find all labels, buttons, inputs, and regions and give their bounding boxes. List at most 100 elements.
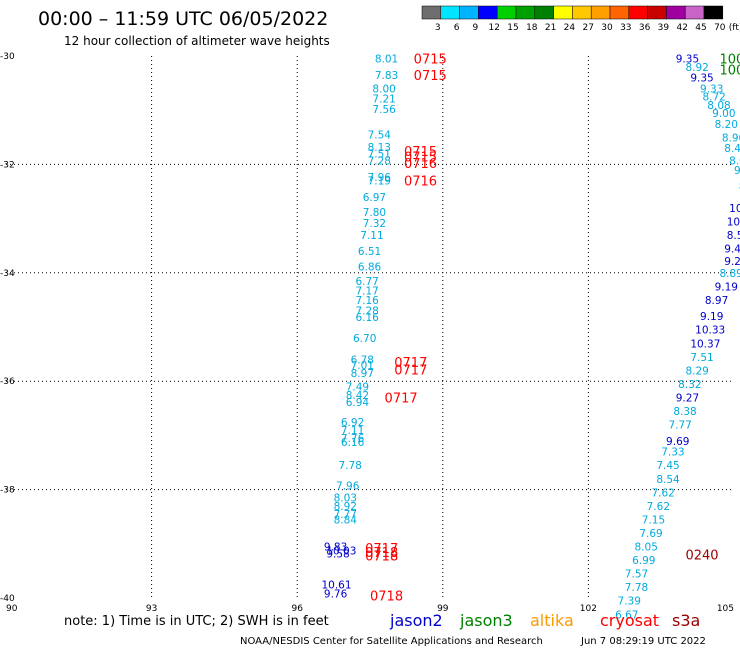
colorbar-label-15: 70 bbox=[714, 23, 726, 33]
swh-value-22: 6.70 bbox=[353, 333, 376, 345]
time-label-4: 0716 bbox=[404, 157, 437, 172]
footer-note: note: 1) Time is in UTC; 2) SWH is in fe… bbox=[64, 614, 329, 629]
time-label-8: 0717 bbox=[385, 391, 418, 406]
swh-value-85: 7.78 bbox=[625, 582, 648, 594]
colorbar-swatch-10 bbox=[609, 5, 630, 20]
colorbar-label-0: 3 bbox=[435, 23, 441, 33]
swh-value-11: 6.97 bbox=[363, 192, 386, 204]
colorbar-label-10: 33 bbox=[620, 23, 631, 33]
swh-value-8: 7.28 bbox=[368, 156, 391, 168]
swh-value-75: 7.33 bbox=[661, 447, 684, 459]
swh-value-18: 7.17 bbox=[355, 286, 378, 298]
swh-value-58: 10.37 bbox=[727, 216, 740, 228]
x-tick-label-2: 96 bbox=[291, 604, 303, 614]
colorbar-label-7: 24 bbox=[564, 23, 576, 33]
time-label-7: 0717 bbox=[394, 363, 427, 378]
swh-value-46: 9.35 bbox=[690, 73, 713, 85]
swh-value-35: 8.03 bbox=[334, 493, 357, 505]
colorbar-swatch-7 bbox=[553, 5, 573, 20]
swh-value-14: 7.11 bbox=[360, 230, 383, 242]
colorbar-swatch-8 bbox=[572, 5, 592, 20]
time-label-12: 0718 bbox=[370, 589, 403, 604]
colorbar-swatch-12 bbox=[647, 5, 667, 20]
time-label-13: 0240 bbox=[685, 549, 718, 564]
swh-value-2: 8.00 bbox=[372, 84, 395, 96]
time-label-1: 0715 bbox=[414, 69, 447, 84]
timestamp-text: Jun 7 08:29:19 UTC 2022 bbox=[580, 636, 706, 647]
swh-value-29: 6.92 bbox=[341, 417, 364, 429]
colorbar-unit: (ft) bbox=[729, 23, 740, 33]
swh-value-25: 8.97 bbox=[351, 368, 374, 380]
time-label-0: 0715 bbox=[414, 53, 447, 68]
x-tick-label-1: 93 bbox=[146, 604, 157, 614]
time-labels: 0715071507150715071607160717071707170717… bbox=[365, 53, 740, 605]
colorbar-swatch-15 bbox=[703, 5, 724, 20]
satellite-legend: jason2 jason3 altika cryosat s3a bbox=[389, 611, 700, 630]
chart-subtitle: 12 hour collection of altimeter wave hei… bbox=[64, 34, 330, 48]
swh-value-13: 7.32 bbox=[363, 218, 386, 230]
satellite-s3a: s3a bbox=[672, 611, 700, 630]
swh-value-78: 7.62 bbox=[651, 487, 674, 499]
swh-value-56: 8.84 bbox=[739, 181, 740, 193]
swh-value-37: 7.77 bbox=[334, 509, 357, 521]
time-label-5: 0716 bbox=[404, 175, 437, 190]
time-label-11: 0718 bbox=[365, 550, 398, 565]
swh-value-64: 8.97 bbox=[705, 295, 728, 307]
x-tick-label-4: 102 bbox=[580, 604, 597, 614]
swh-value-52: 8.90 bbox=[722, 132, 740, 144]
colorbar-swatch-3 bbox=[478, 5, 498, 20]
y-tick-label-3: -36 bbox=[0, 377, 15, 387]
swh-value-71: 9.27 bbox=[676, 392, 699, 404]
swh-value-82: 8.05 bbox=[635, 542, 658, 554]
colorbar-label-12: 39 bbox=[658, 23, 670, 33]
swh-value-43: 9.76 bbox=[324, 589, 348, 601]
swh-value-6: 8.13 bbox=[368, 142, 391, 154]
colorbar-label-2: 9 bbox=[473, 23, 479, 33]
swh-value-1: 7.83 bbox=[375, 70, 398, 82]
swh-value-34: 7.96 bbox=[336, 480, 360, 492]
swh-value-45: 8.92 bbox=[685, 62, 708, 74]
colorbar-label-3: 12 bbox=[488, 23, 499, 33]
satellite-altika: altika bbox=[530, 611, 574, 630]
grid-lines bbox=[6, 56, 734, 598]
time-label-6: 0717 bbox=[394, 356, 427, 371]
swh-value-0: 8.01 bbox=[375, 54, 398, 66]
x-tick-label-0: 90 bbox=[6, 604, 18, 614]
swh-value-39: 9.83 bbox=[324, 542, 347, 554]
colorbar-swatch-9 bbox=[590, 5, 611, 20]
swh-value-57: 10.11 bbox=[729, 203, 740, 215]
swh-value-79: 7.62 bbox=[647, 501, 670, 513]
swh-value-33: 7.78 bbox=[338, 460, 361, 472]
swh-value-84: 7.57 bbox=[625, 569, 648, 581]
swh-value-27: 8.42 bbox=[346, 390, 369, 402]
colorbar-label-1: 6 bbox=[454, 23, 460, 33]
time-label-10: 0718 bbox=[365, 546, 398, 561]
colorbar-swatch-14 bbox=[684, 5, 705, 20]
colorbar-swatch-2 bbox=[459, 5, 479, 20]
swh-value-67: 10.37 bbox=[690, 338, 720, 350]
swh-value-15: 6.51 bbox=[358, 246, 381, 258]
credit-text: NOAA/NESDIS Center for Satellite Applica… bbox=[240, 636, 543, 647]
swh-value-26: 7.49 bbox=[346, 382, 369, 394]
colorbar-label-11: 36 bbox=[639, 23, 651, 33]
swh-value-23: 6.78 bbox=[351, 355, 374, 367]
swh-value-3: 7.21 bbox=[372, 93, 395, 105]
swh-value-48: 8.72 bbox=[702, 92, 725, 104]
swh-value-73: 7.77 bbox=[668, 420, 691, 432]
swh-value-62: 8.89 bbox=[719, 268, 740, 280]
colorbar-swatch-11 bbox=[628, 5, 648, 20]
colorbar-label-9: 30 bbox=[601, 23, 613, 33]
y-tick-label-5: -40 bbox=[0, 594, 15, 604]
chart-title: 00:00 – 11:59 UTC 06/05/2022 bbox=[38, 8, 328, 30]
colorbar-label-13: 42 bbox=[676, 23, 687, 33]
swh-value-59: 8.50 bbox=[727, 230, 740, 242]
swh-value-55: 9.17 bbox=[734, 165, 740, 177]
time-label-16: 1005 bbox=[719, 64, 740, 79]
swh-value-19: 7.16 bbox=[355, 295, 379, 307]
swh-value-50: 9.00 bbox=[712, 108, 735, 120]
swh-value-5: 7.54 bbox=[368, 130, 392, 142]
swh-value-87: 6.67 bbox=[615, 609, 638, 621]
